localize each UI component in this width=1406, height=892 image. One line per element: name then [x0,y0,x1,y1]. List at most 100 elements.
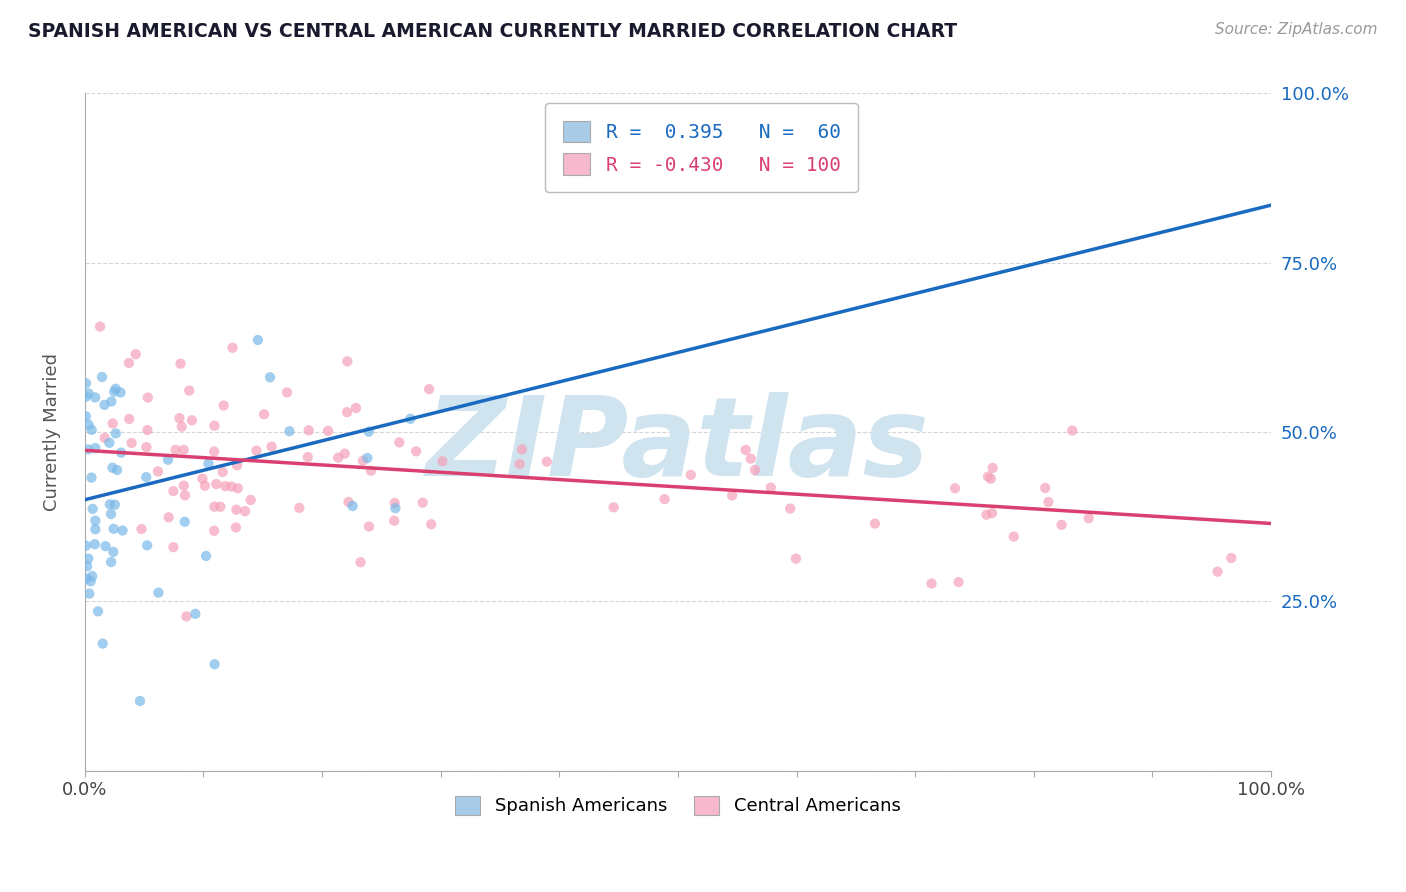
Point [165,442,187,457]
Point [253,407,276,421]
Point [399,411,422,425]
Point [225,502,247,516]
Point [79,574,101,589]
Point [357,519,380,533]
Point [202,444,225,458]
Point [174,488,197,502]
Point [110,445,132,459]
Point [77,417,100,432]
Point [333,447,356,461]
Point [357,425,380,439]
Point [101,417,124,431]
Point [136,391,159,405]
Point [157,452,180,467]
Point [233,504,256,518]
Point [91,637,114,651]
Point [197,457,219,471]
Point [202,524,225,538]
Point [94,539,117,553]
Point [75,409,97,424]
Point [204,418,226,433]
Point [104,426,127,441]
Point [278,424,301,438]
Point [943,481,966,495]
Point [129,694,152,708]
Point [101,460,124,475]
Point [135,470,157,484]
Point [981,461,1004,475]
Point [135,440,157,454]
Point [226,481,249,495]
Point [260,440,283,454]
Text: ZIPatlas: ZIPatlas [426,392,929,499]
Point [84,391,107,405]
Point [82,501,104,516]
Point [181,413,204,427]
Point [536,455,558,469]
Point [170,419,193,434]
Point [169,357,191,371]
Point [297,450,319,464]
Point [509,457,531,471]
Point [75,390,97,404]
Point [388,435,411,450]
Point [91,370,114,384]
Point [173,442,195,457]
Point [245,443,267,458]
Point [863,516,886,531]
Point [146,465,169,479]
Point [136,423,159,437]
Point [337,495,360,509]
Point [212,399,235,413]
Point [342,499,364,513]
Point [169,411,191,425]
Point [194,479,217,493]
Point [80,423,103,437]
Point [173,515,195,529]
Point [384,501,406,516]
Point [1077,511,1099,525]
Point [148,585,170,599]
Point [79,586,101,600]
Point [162,484,184,499]
Point [412,496,434,510]
Point [77,551,100,566]
Point [360,464,382,478]
Point [191,472,214,486]
Point [179,384,201,398]
Point [84,514,107,528]
Point [349,555,371,569]
Point [204,657,226,672]
Point [100,555,122,569]
Point [125,347,148,361]
Point [1050,517,1073,532]
Point [121,436,143,450]
Point [75,572,97,586]
Point [89,319,111,334]
Text: Source: ZipAtlas.com: Source: ZipAtlas.com [1215,22,1378,37]
Point [104,498,127,512]
Point [721,488,744,502]
Point [80,470,103,484]
Point [202,500,225,514]
Point [336,405,359,419]
Point [785,551,807,566]
Point [344,401,367,415]
Point [734,442,756,457]
Point [75,539,97,553]
Point [184,607,207,621]
Point [432,454,454,468]
Point [1220,551,1243,566]
Point [111,524,134,538]
Point [98,497,121,511]
Point [384,496,406,510]
Point [654,492,676,507]
Point [352,454,374,468]
Point [759,481,782,495]
Point [162,540,184,554]
Point [84,522,107,536]
Point [157,510,180,524]
Point [246,333,269,347]
Point [77,442,100,457]
Point [1002,530,1025,544]
